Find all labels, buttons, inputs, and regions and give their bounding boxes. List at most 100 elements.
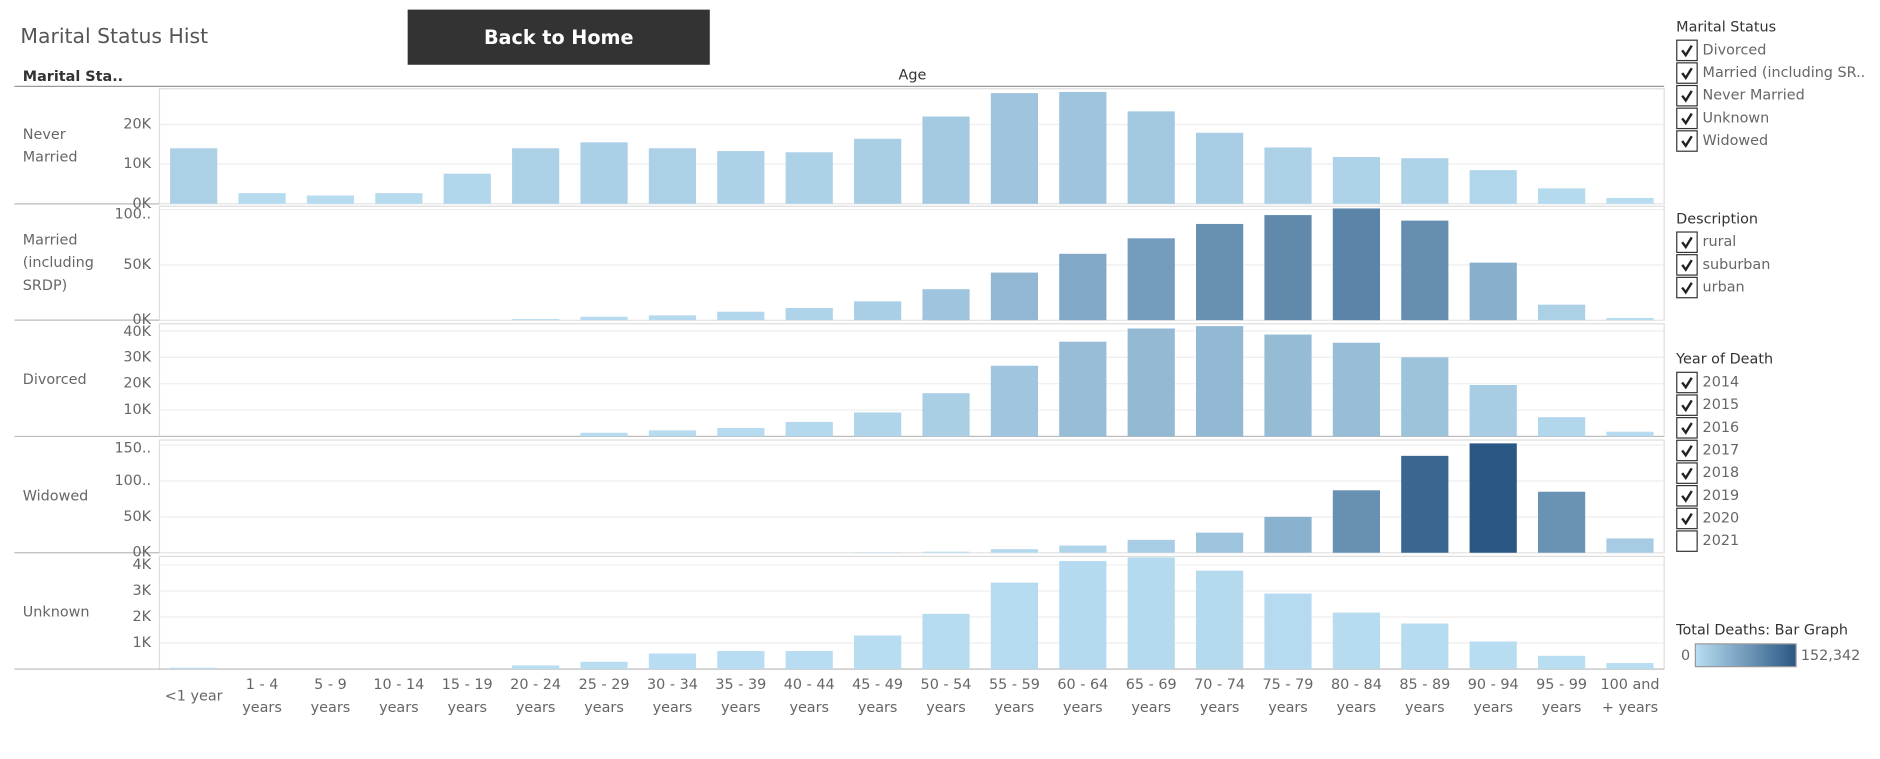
filter-item-label[interactable]: 2020 <box>1703 510 1740 526</box>
button-label[interactable]: Back to Home <box>484 26 634 49</box>
filter-item-label[interactable]: Never Married <box>1703 88 1805 104</box>
row-header: Marital Sta.. <box>23 69 123 85</box>
y-tick-label: 10K <box>123 156 151 172</box>
bar <box>1196 326 1244 437</box>
back-button[interactable]: Back to Home <box>407 9 710 65</box>
bar <box>1127 539 1175 553</box>
checkbox[interactable] <box>1676 276 1698 299</box>
bar <box>1606 663 1654 670</box>
y-tick-label: 4K <box>132 557 151 573</box>
filter-item-label[interactable]: rural <box>1703 234 1737 250</box>
x-tick-label: 5 - 9 years <box>311 677 351 716</box>
y-tick-label: 100.. <box>114 207 151 223</box>
filter-item-label[interactable]: 2019 <box>1703 488 1740 504</box>
y-tick-label: 0K <box>132 312 151 328</box>
bar <box>1196 532 1244 553</box>
bar <box>854 412 902 437</box>
filter-item-label[interactable]: 2014 <box>1703 374 1740 390</box>
checkbox[interactable] <box>1676 371 1698 394</box>
x-tick-label: 100 and + years <box>1600 677 1659 716</box>
bar <box>1264 516 1312 553</box>
y-tick-label: 2K <box>132 609 151 625</box>
bar <box>1401 455 1449 553</box>
bar <box>1401 357 1449 437</box>
filter-item-label[interactable]: Married (including SR.. <box>1703 65 1866 81</box>
filter-item-label[interactable]: 2021 <box>1703 533 1740 549</box>
filter-item-label[interactable]: Unknown <box>1703 110 1770 126</box>
y-tick-label: 3K <box>132 583 151 599</box>
bar <box>580 432 628 437</box>
bar <box>1332 342 1380 437</box>
bar <box>238 193 286 204</box>
checkbox[interactable] <box>1676 485 1698 507</box>
y-tick-label: 50K <box>123 257 151 273</box>
bar <box>1606 197 1654 204</box>
bar <box>1059 341 1107 437</box>
legend-gradient <box>1694 643 1797 668</box>
x-tick-label: 95 - 99 years <box>1536 677 1587 716</box>
bar <box>922 289 970 321</box>
y-tick-label: 100.. <box>114 473 151 489</box>
filter-item-label[interactable]: 2016 <box>1703 420 1740 436</box>
bar <box>1469 641 1517 670</box>
filter-item-label[interactable]: suburban <box>1703 257 1771 273</box>
filter-title: Marital Status <box>1676 20 1776 36</box>
bar <box>1127 328 1175 437</box>
checkmark <box>1681 399 1693 413</box>
filter-title: Year of Death <box>1675 352 1773 368</box>
bar <box>580 142 628 204</box>
bar <box>990 582 1039 670</box>
bar <box>990 272 1039 321</box>
bar <box>922 551 970 553</box>
y-tick-label: 0K <box>132 545 151 561</box>
bar <box>512 319 560 321</box>
checkbox[interactable] <box>1676 417 1698 439</box>
filter-item-label[interactable]: 2018 <box>1703 465 1740 481</box>
y-tick-label: 150.. <box>114 440 151 456</box>
x-tick-label: 85 - 89 years <box>1399 677 1450 716</box>
row-label: Unknown <box>23 605 90 621</box>
filter-item-label[interactable]: 2017 <box>1703 442 1740 458</box>
bar <box>170 148 218 204</box>
x-tick-label: 10 - 14 years <box>373 677 424 716</box>
bar <box>717 428 765 437</box>
checkbox[interactable] <box>1676 84 1698 107</box>
checkbox[interactable] <box>1676 507 1698 530</box>
bar <box>1401 158 1449 204</box>
checkbox[interactable] <box>1676 462 1698 484</box>
checkbox[interactable] <box>1676 394 1698 416</box>
checkmark <box>1681 112 1693 126</box>
legend-title: Total Deaths: Bar Graph <box>1675 623 1848 639</box>
bar <box>1127 238 1175 321</box>
checkbox[interactable] <box>1676 130 1698 152</box>
bar <box>717 151 765 204</box>
legend-max-label: 152,342 <box>1801 648 1860 664</box>
checkbox[interactable] <box>1676 231 1698 254</box>
bar <box>1332 490 1380 553</box>
legend-min-label: 0 <box>1681 648 1690 664</box>
y-tick-label: 20K <box>123 376 151 392</box>
filter-item-label[interactable]: 2015 <box>1703 397 1740 413</box>
checkbox[interactable] <box>1676 439 1698 462</box>
filter-item-label[interactable]: Divorced <box>1703 42 1767 58</box>
checkbox[interactable] <box>1676 39 1698 62</box>
bar <box>1606 538 1654 553</box>
filter-item-label[interactable]: urban <box>1703 280 1745 296</box>
x-tick-label: 50 - 54 years <box>921 677 972 716</box>
x-tick-label: 55 - 59 years <box>989 677 1040 716</box>
bar <box>1059 253 1107 321</box>
button-background[interactable] <box>407 9 710 65</box>
checkbox[interactable] <box>1676 254 1698 276</box>
y-tick-label: 40K <box>123 324 151 340</box>
bar <box>785 651 833 670</box>
checkbox[interactable] <box>1676 62 1698 84</box>
filter-item-label[interactable]: Widowed <box>1703 133 1769 149</box>
checkbox[interactable] <box>1676 107 1698 130</box>
checkbox[interactable] <box>1676 530 1698 552</box>
bar <box>990 93 1039 204</box>
x-tick-label: 75 - 79 years <box>1263 677 1314 716</box>
bar <box>1537 655 1586 670</box>
bar <box>443 173 491 204</box>
